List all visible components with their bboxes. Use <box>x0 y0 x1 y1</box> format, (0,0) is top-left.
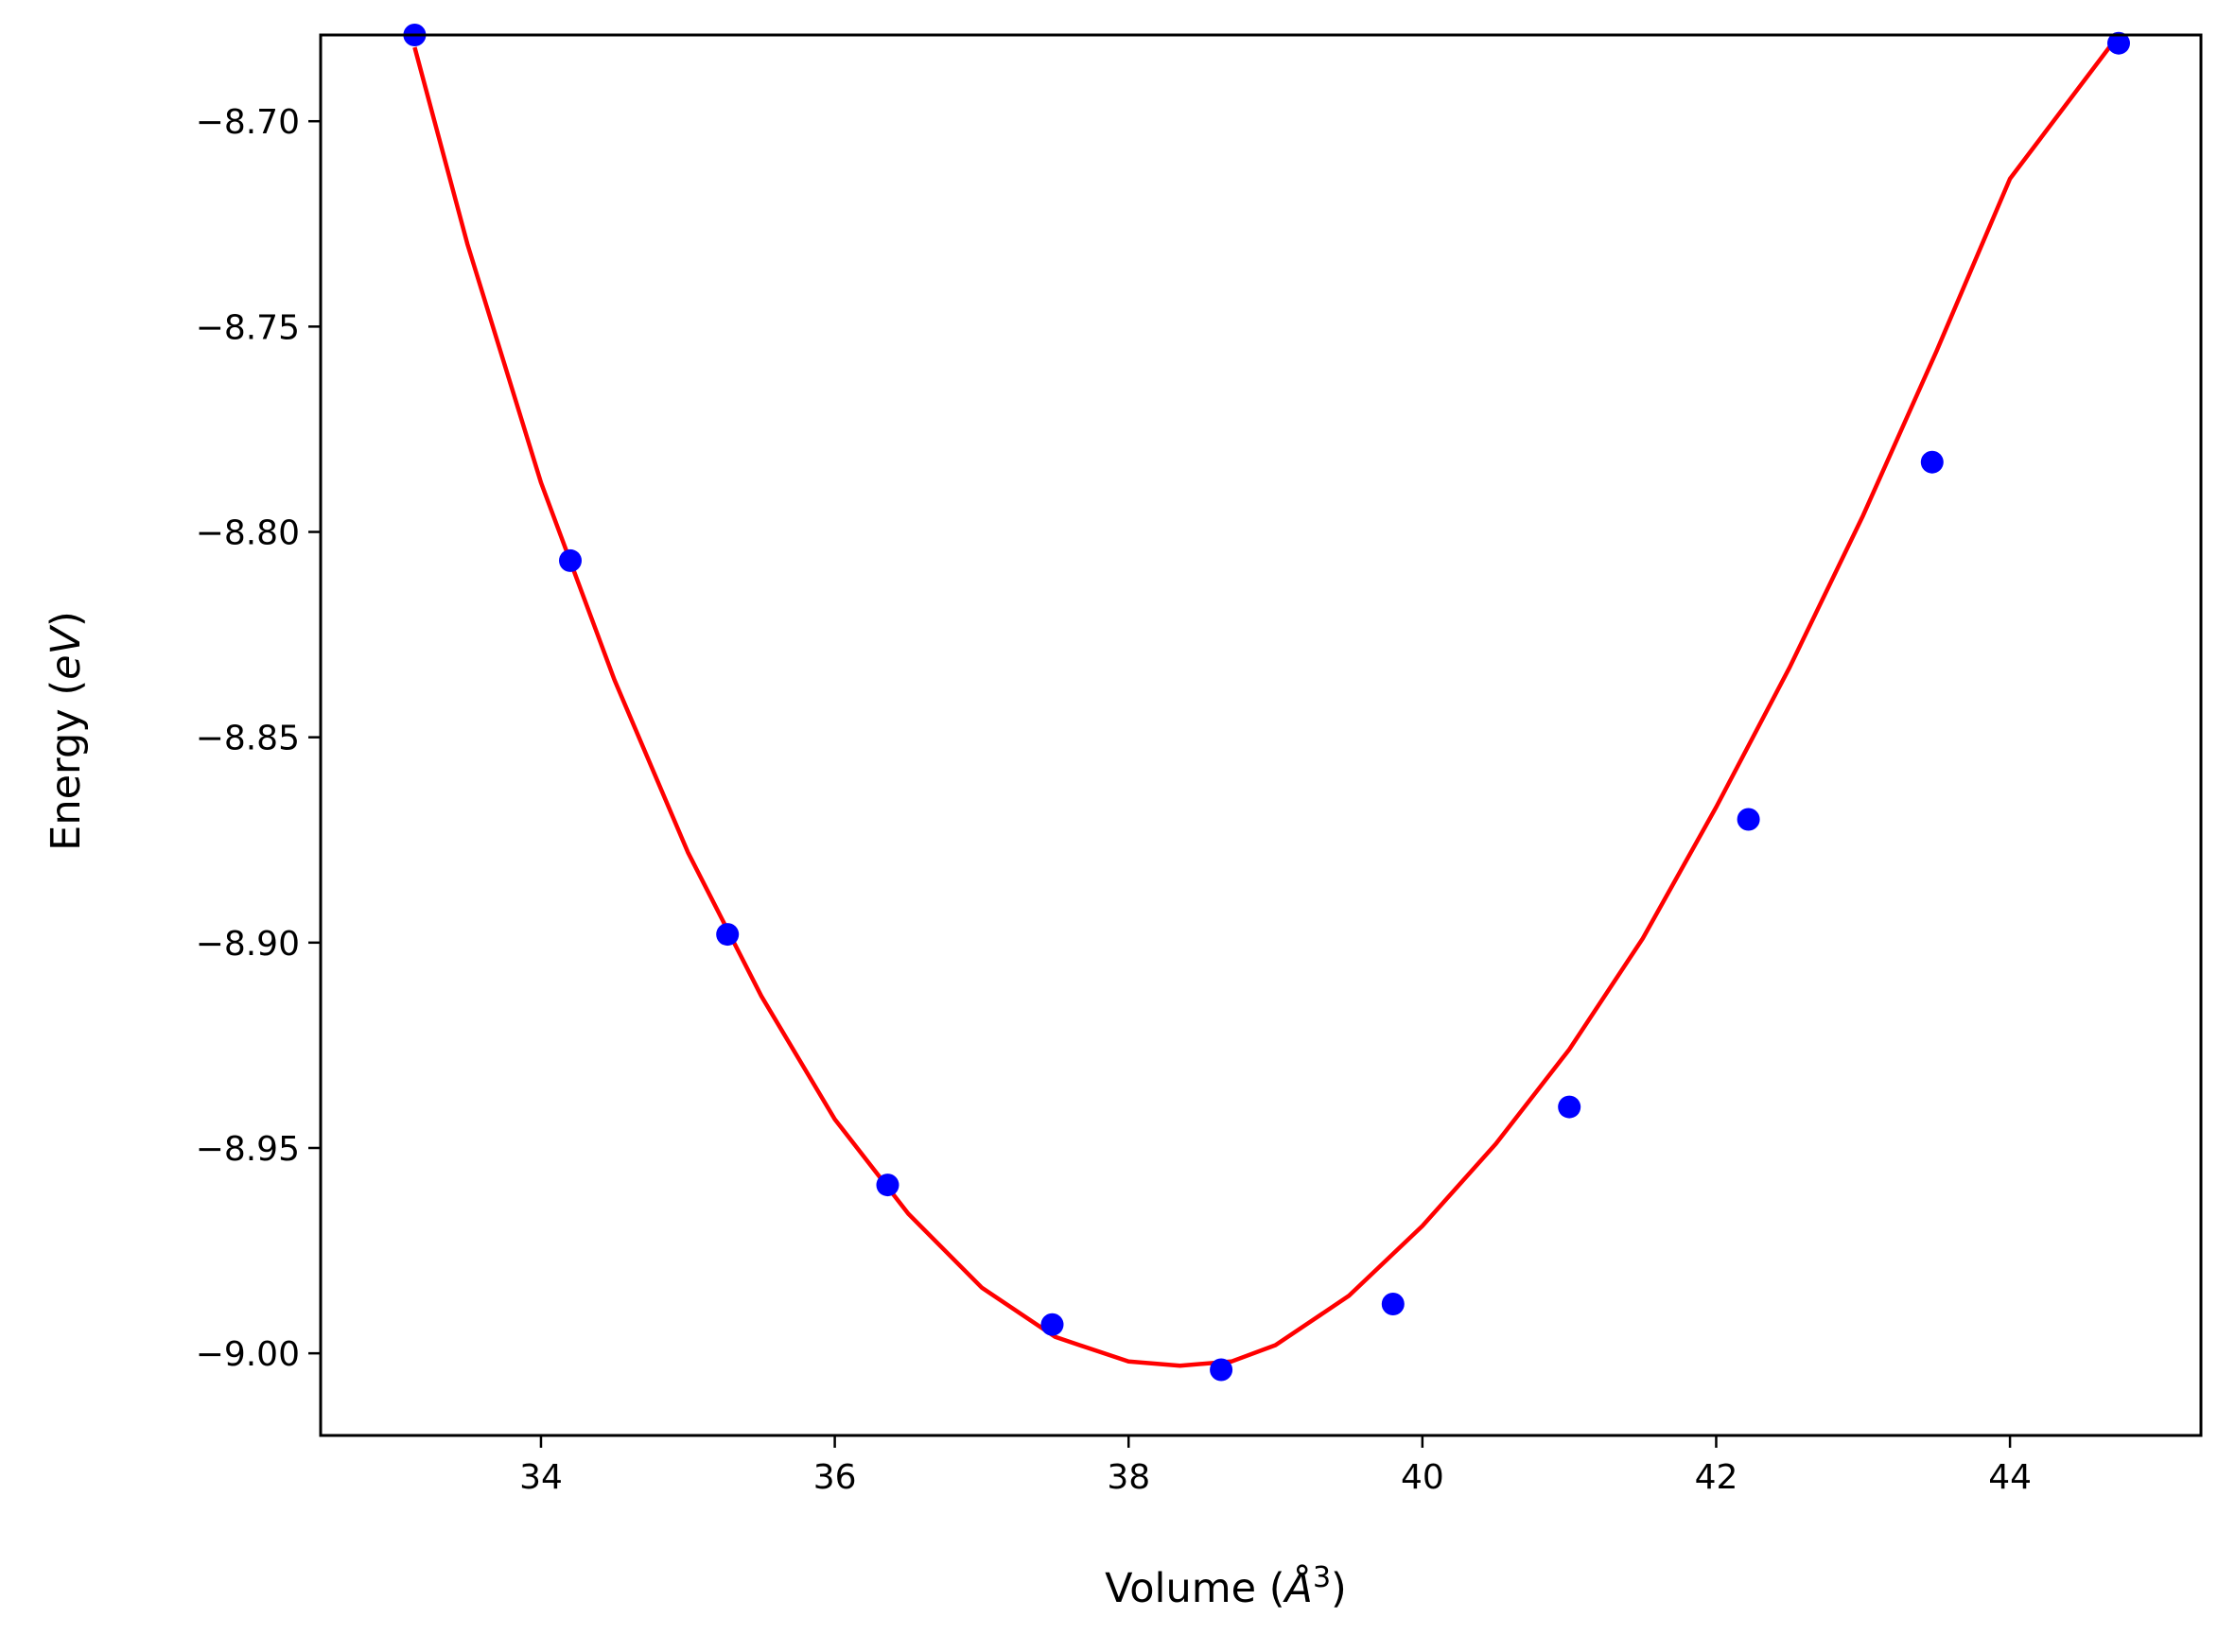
data-point <box>716 923 740 947</box>
fit-curve <box>412 33 2121 1368</box>
x-tick-label: 34 <box>519 1458 563 1497</box>
data-points-layer <box>403 24 2130 1382</box>
data-point <box>2107 31 2130 55</box>
fit-curve-layer <box>412 33 2121 1368</box>
y-tick-label: −8.70 <box>196 103 300 142</box>
y-tick-label: −8.90 <box>196 925 300 964</box>
data-point <box>1558 1095 1581 1119</box>
x-tick-label: 36 <box>813 1458 857 1497</box>
x-tick-label: 38 <box>1107 1458 1150 1497</box>
data-point <box>1040 1313 1064 1336</box>
data-point <box>876 1174 899 1197</box>
x-tick-label: 44 <box>1988 1458 2032 1497</box>
y-axis-ticks: −8.70 −8.75 −8.80 −8.85 −8.90 −8.95 −9.00 <box>196 103 321 1374</box>
x-axis-ticks: 34 36 38 40 42 44 <box>519 1435 2032 1497</box>
x-tick-label: 42 <box>1695 1458 1738 1497</box>
data-point <box>1737 808 1760 831</box>
y-tick-label: −8.85 <box>196 720 300 758</box>
data-point <box>1210 1358 1233 1382</box>
y-tick-label: −9.00 <box>196 1335 300 1374</box>
y-axis-label: Energy (eV) <box>43 611 90 851</box>
y-tick-label: −8.80 <box>196 514 300 553</box>
data-point <box>1920 450 1944 474</box>
data-point <box>1381 1293 1405 1315</box>
x-tick-label: 40 <box>1401 1458 1444 1497</box>
plot-area-frame <box>319 33 2203 1437</box>
x-axis-label: Volume (Å3) <box>1105 1561 1347 1612</box>
y-tick-label: −8.95 <box>196 1130 300 1169</box>
data-point <box>559 548 582 572</box>
y-tick-label: −8.75 <box>196 308 300 347</box>
